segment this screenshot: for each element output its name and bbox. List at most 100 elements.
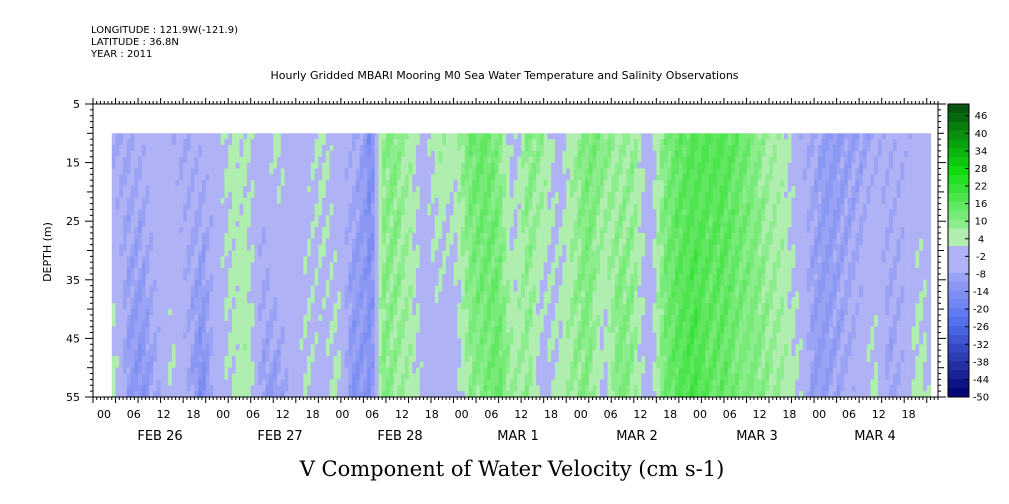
heatmap-cell [183, 268, 188, 275]
heatmap-cell [393, 344, 398, 351]
heatmap-cell [216, 373, 222, 381]
heatmap-cell [292, 303, 297, 310]
heatmap-cell [322, 391, 327, 398]
heatmap-cell [461, 215, 466, 222]
heatmap-cell [419, 391, 425, 398]
heatmap-cell [427, 215, 432, 222]
heatmap-cell [295, 350, 301, 357]
heatmap-cell [400, 268, 406, 275]
heatmap-cell [423, 344, 428, 351]
heatmap-cell [498, 303, 503, 310]
heatmap-cell [431, 373, 436, 381]
heatmap-cell [423, 279, 428, 287]
heatmap-cell [464, 232, 470, 240]
heatmap-cell [491, 244, 496, 252]
heatmap-cell [175, 215, 180, 222]
heatmap-cell [333, 273, 338, 281]
heatmap-cell [513, 314, 518, 322]
heatmap-cell [145, 238, 150, 246]
heatmap-cell [329, 180, 334, 187]
heatmap-cell [318, 344, 323, 351]
heatmap-cell [194, 150, 199, 158]
heatmap-cell [415, 332, 421, 339]
heatmap-cell [164, 262, 169, 269]
heatmap-cell [521, 209, 526, 216]
heatmap-cell [442, 232, 447, 240]
heatmap-cell [198, 391, 203, 398]
heatmap-cell [265, 215, 271, 222]
heatmap-cell [385, 385, 391, 392]
heatmap-cell [115, 391, 120, 398]
heatmap-cell [431, 326, 436, 334]
heatmap-cell [228, 232, 233, 240]
heatmap-cell [126, 268, 132, 275]
heatmap-cell [446, 279, 451, 287]
heatmap-cell [521, 309, 526, 316]
heatmap-cell [498, 133, 503, 140]
heatmap-cell [457, 197, 462, 205]
heatmap-cell [295, 332, 301, 339]
heatmap-cell [153, 150, 158, 158]
heatmap-cell [412, 168, 417, 175]
heatmap-cell [209, 262, 214, 269]
heatmap-cell [201, 250, 207, 257]
heatmap-cell [246, 309, 252, 316]
heatmap-cell [186, 391, 192, 398]
heatmap-cell [179, 221, 184, 228]
heatmap-cell [322, 145, 327, 152]
heatmap-cell [385, 291, 391, 298]
heatmap-cell [352, 273, 357, 281]
heatmap-cell [134, 320, 139, 328]
heatmap-cell [344, 355, 349, 363]
heatmap-cell [427, 156, 432, 164]
heatmap-cell [355, 279, 361, 287]
heatmap-cell [506, 180, 511, 187]
heatmap-cell [318, 285, 323, 293]
heatmap-cell [145, 244, 150, 252]
heatmap-cell [352, 227, 357, 234]
heatmap-cell [393, 197, 398, 205]
heatmap-cell [213, 332, 218, 339]
heatmap-cell [382, 244, 387, 252]
heatmap-cell [160, 221, 165, 228]
heatmap-cell [262, 291, 267, 298]
heatmap-cell [149, 150, 154, 158]
heatmap-cell [213, 320, 218, 328]
heatmap-cell [333, 303, 338, 310]
heatmap-cell [288, 350, 293, 357]
heatmap-cell [397, 391, 402, 398]
heatmap-cell [359, 186, 364, 193]
heatmap-cell [340, 250, 346, 257]
heatmap-cell [307, 338, 312, 345]
heatmap-cell [126, 221, 132, 228]
heatmap-cell [250, 320, 256, 328]
heatmap-cell [385, 373, 391, 381]
heatmap-cell [123, 262, 128, 269]
heatmap-cell [517, 367, 522, 375]
heatmap-cell [239, 139, 244, 146]
heatmap-cell [250, 355, 256, 363]
heatmap-cell [262, 244, 267, 252]
heatmap-cell [115, 145, 120, 152]
heatmap-cell [183, 350, 188, 357]
heatmap-cell [483, 250, 488, 257]
heatmap-cell [461, 209, 466, 216]
heatmap-cell [231, 156, 237, 164]
heatmap-cell [123, 379, 128, 386]
heatmap-cell [438, 268, 443, 275]
heatmap-cell [265, 385, 271, 392]
heatmap-cell [123, 385, 128, 392]
heatmap-cell [246, 291, 252, 298]
heatmap-cell [498, 221, 503, 228]
heatmap-cell [130, 232, 135, 240]
heatmap-cell [209, 133, 214, 140]
heatmap-cell [506, 232, 511, 240]
heatmap-cell [186, 232, 192, 240]
heatmap-cell [337, 355, 342, 363]
heatmap-cell [468, 273, 473, 281]
heatmap-cell [201, 303, 207, 310]
heatmap-cell [491, 297, 496, 304]
heatmap-cell [322, 273, 327, 281]
heatmap-cell [479, 174, 485, 181]
heatmap-cell [337, 197, 342, 205]
